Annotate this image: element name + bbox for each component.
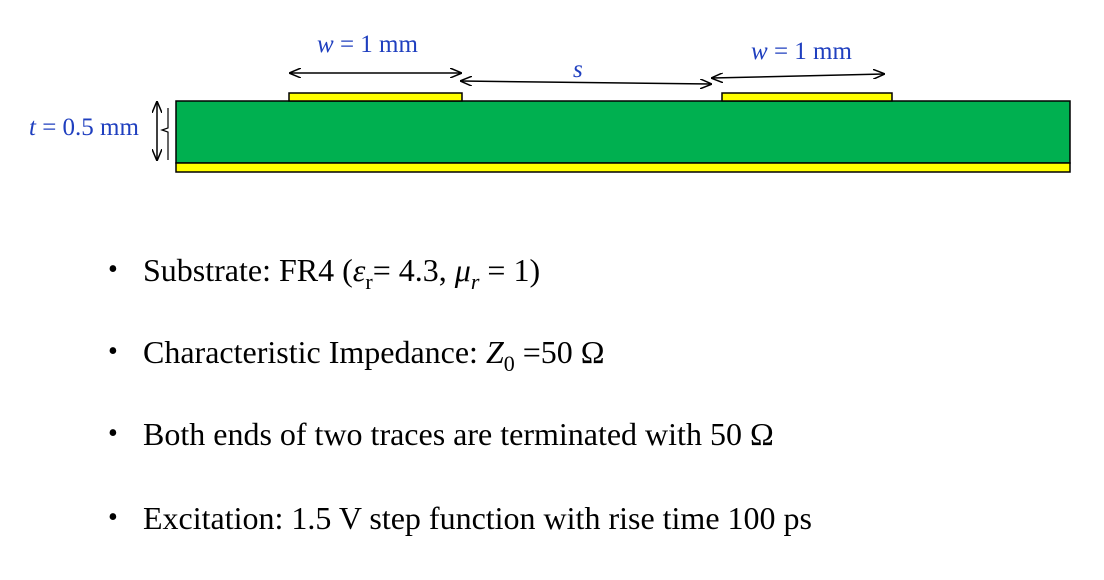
spec-substrate: • Substrate: FR4 (εr= 4.3, μr = 1) — [108, 248, 812, 293]
substrate — [175, 100, 1071, 164]
width-arrow-right — [712, 74, 884, 78]
microstrip-cross-section-diagram: w = 1 mm w = 1 mm s t = 0.5 mm — [29, 31, 1071, 173]
trace-right-width-label: w = 1 mm — [751, 38, 852, 65]
thickness-label: t = 0.5 mm — [29, 114, 139, 141]
spacing-arrow — [461, 81, 711, 84]
thickness-bracket — [160, 108, 169, 160]
trace-left-width-label: w = 1 mm — [317, 31, 418, 58]
bullet-marker: • — [108, 254, 118, 285]
bullet-marker: • — [108, 336, 118, 367]
trace-right — [721, 92, 893, 102]
bullet-marker: • — [108, 502, 118, 533]
bullet-marker: • — [108, 418, 118, 449]
spec-termination: • Both ends of two traces are terminated… — [108, 412, 812, 456]
ground-plane — [175, 162, 1071, 173]
spacing-label: s — [573, 56, 583, 83]
spec-impedance: • Characteristic Impedance: Z0 =50 Ω — [108, 330, 812, 375]
specification-list: • Substrate: FR4 (εr= 4.3, μr = 1) • Cha… — [108, 248, 812, 580]
spec-excitation: • Excitation: 1.5 V step function with r… — [108, 496, 812, 540]
trace-left — [288, 92, 463, 102]
